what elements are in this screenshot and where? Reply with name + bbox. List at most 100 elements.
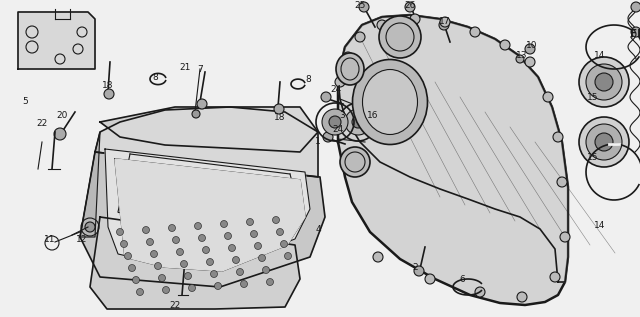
Ellipse shape bbox=[352, 116, 364, 128]
Ellipse shape bbox=[579, 117, 629, 167]
Circle shape bbox=[373, 252, 383, 262]
Ellipse shape bbox=[329, 116, 341, 128]
Circle shape bbox=[266, 279, 273, 286]
Circle shape bbox=[246, 218, 253, 225]
Text: 8: 8 bbox=[152, 73, 158, 81]
Text: 12: 12 bbox=[76, 235, 88, 243]
Circle shape bbox=[211, 270, 218, 277]
Text: 7: 7 bbox=[197, 64, 203, 74]
Circle shape bbox=[120, 241, 127, 248]
Text: 6: 6 bbox=[459, 275, 465, 283]
Circle shape bbox=[323, 132, 333, 142]
Text: 15: 15 bbox=[588, 152, 599, 161]
Circle shape bbox=[202, 247, 209, 254]
Ellipse shape bbox=[586, 64, 622, 100]
Circle shape bbox=[321, 92, 331, 102]
Text: 14: 14 bbox=[595, 221, 605, 230]
Circle shape bbox=[525, 57, 535, 67]
Circle shape bbox=[276, 229, 284, 236]
Circle shape bbox=[550, 272, 560, 282]
Circle shape bbox=[425, 274, 435, 284]
Circle shape bbox=[184, 273, 191, 280]
Circle shape bbox=[355, 32, 365, 42]
Text: 24: 24 bbox=[330, 85, 342, 94]
Circle shape bbox=[198, 235, 205, 242]
Circle shape bbox=[557, 177, 567, 187]
Ellipse shape bbox=[345, 109, 371, 135]
Text: 14: 14 bbox=[595, 50, 605, 60]
Circle shape bbox=[154, 262, 161, 269]
Circle shape bbox=[129, 264, 136, 271]
Text: 13: 13 bbox=[516, 50, 528, 60]
Text: 15: 15 bbox=[588, 93, 599, 101]
Circle shape bbox=[631, 2, 640, 12]
Polygon shape bbox=[90, 217, 300, 309]
Ellipse shape bbox=[595, 133, 613, 151]
Polygon shape bbox=[95, 107, 318, 177]
Circle shape bbox=[440, 17, 450, 27]
Circle shape bbox=[377, 20, 387, 30]
Polygon shape bbox=[338, 15, 568, 305]
Circle shape bbox=[439, 20, 449, 30]
Polygon shape bbox=[80, 132, 100, 237]
Polygon shape bbox=[105, 149, 310, 267]
Circle shape bbox=[147, 238, 154, 245]
Circle shape bbox=[274, 104, 284, 114]
Ellipse shape bbox=[340, 147, 370, 177]
Circle shape bbox=[631, 27, 640, 37]
Circle shape bbox=[259, 255, 266, 262]
Ellipse shape bbox=[362, 69, 417, 134]
Text: 26: 26 bbox=[404, 1, 416, 10]
Ellipse shape bbox=[336, 53, 364, 85]
Circle shape bbox=[414, 266, 424, 276]
Circle shape bbox=[177, 249, 184, 256]
Circle shape bbox=[475, 287, 485, 297]
Circle shape bbox=[168, 224, 175, 231]
Text: 21: 21 bbox=[179, 62, 191, 72]
Circle shape bbox=[285, 253, 291, 260]
Text: 22: 22 bbox=[170, 301, 180, 309]
Text: 2: 2 bbox=[412, 262, 418, 271]
Text: 24: 24 bbox=[332, 125, 344, 133]
Polygon shape bbox=[80, 152, 325, 287]
Circle shape bbox=[207, 258, 214, 266]
Text: 18: 18 bbox=[102, 81, 114, 89]
Circle shape bbox=[173, 236, 179, 243]
Text: 11: 11 bbox=[44, 235, 56, 243]
Ellipse shape bbox=[379, 16, 421, 58]
Text: 25: 25 bbox=[355, 1, 365, 10]
Circle shape bbox=[262, 267, 269, 274]
Text: 16: 16 bbox=[367, 111, 379, 120]
Circle shape bbox=[159, 275, 166, 281]
Circle shape bbox=[280, 241, 287, 248]
Circle shape bbox=[150, 250, 157, 257]
Circle shape bbox=[241, 281, 248, 288]
Circle shape bbox=[85, 222, 95, 232]
Polygon shape bbox=[338, 15, 568, 282]
Circle shape bbox=[525, 44, 535, 54]
Circle shape bbox=[136, 288, 143, 295]
Polygon shape bbox=[115, 159, 305, 271]
Text: 8: 8 bbox=[305, 74, 311, 83]
Circle shape bbox=[359, 2, 369, 12]
Polygon shape bbox=[18, 12, 95, 69]
Circle shape bbox=[516, 55, 524, 63]
Text: 1: 1 bbox=[315, 138, 321, 146]
Circle shape bbox=[143, 227, 150, 234]
Text: 5: 5 bbox=[22, 98, 28, 107]
Circle shape bbox=[197, 99, 207, 109]
Circle shape bbox=[132, 276, 140, 283]
Text: 17: 17 bbox=[439, 17, 451, 27]
Ellipse shape bbox=[579, 57, 629, 107]
Text: 20: 20 bbox=[56, 111, 68, 120]
Circle shape bbox=[54, 128, 66, 140]
Circle shape bbox=[180, 261, 188, 268]
Circle shape bbox=[405, 2, 415, 12]
Circle shape bbox=[470, 27, 480, 37]
Circle shape bbox=[543, 92, 553, 102]
Circle shape bbox=[163, 287, 170, 294]
Circle shape bbox=[232, 256, 239, 263]
Text: 22: 22 bbox=[36, 120, 47, 128]
Circle shape bbox=[225, 232, 232, 240]
Circle shape bbox=[500, 40, 510, 50]
